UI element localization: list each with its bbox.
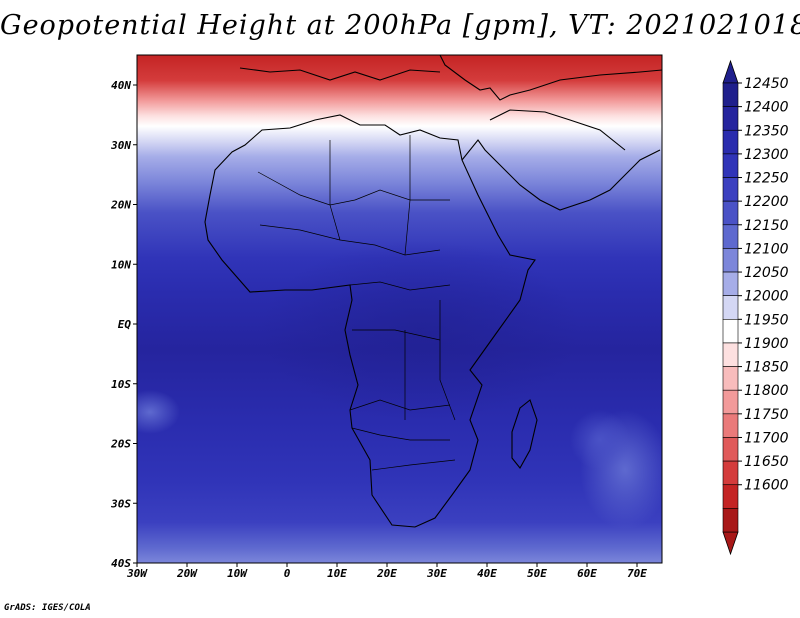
colorbar-label: 12200: [744, 194, 789, 210]
y-axis: 40N 30N 20N 10N EQ 10S 20S 30S 40S: [110, 79, 137, 570]
y-tick-label: 30N: [110, 139, 131, 152]
x-axis: 30W 20W 10W 0 10E 20E 30E 40E 50E 60E 70E: [126, 563, 647, 580]
colorbar-label: 11600: [744, 478, 789, 494]
colorbar-label: 12250: [744, 171, 789, 187]
colorbar-swatch: [722, 200, 739, 226]
colorbar-label: 11650: [744, 454, 789, 470]
map-frame: [136, 54, 663, 564]
x-tick-label: 60E: [577, 567, 597, 580]
colorbar-arrow-bottom: [722, 531, 739, 556]
colorbar-label: 11850: [744, 360, 789, 376]
colorbar-swatch: [722, 106, 739, 131]
y-tick-label: 30S: [110, 497, 131, 510]
colorbar-swatch: [722, 342, 739, 367]
colorbar-swatch: [722, 437, 739, 462]
x-tick-label: 30W: [126, 567, 148, 580]
colorbar-label: 12100: [744, 241, 789, 257]
colorbar-label: 12050: [744, 265, 789, 281]
y-tick-label: 10N: [111, 258, 131, 271]
colorbar-swatch: [722, 129, 739, 155]
colorbar: 12450 12400 12350 12300 12250 12200 12150 12100…: [722, 59, 789, 556]
x-tick-label: 0: [284, 567, 291, 580]
grads-credit: GrADS: IGES/COLA: [4, 603, 91, 613]
colorbar-label: 12150: [744, 218, 789, 234]
colorbar-arrow-top: [722, 59, 739, 84]
colorbar-label: 11900: [744, 336, 789, 352]
country-borders: [257, 135, 456, 471]
coastlines: [204, 55, 662, 528]
colorbar-swatch: [722, 295, 739, 320]
colorbar-label: 11950: [744, 312, 789, 328]
y-tick-label: 10S: [111, 378, 131, 391]
height-field: [137, 55, 662, 563]
colorbar-label: 11800: [744, 383, 789, 399]
x-tick-label: 20E: [376, 567, 397, 580]
x-tick-label: 30E: [426, 567, 447, 580]
y-tick-label: 40N: [111, 79, 131, 92]
colorbar-swatch: [722, 82, 739, 107]
colorbar-swatch: [722, 484, 739, 509]
colorbar-swatch: [722, 389, 739, 415]
y-tick-label: EQ: [118, 318, 132, 331]
colorbar-swatch: [722, 177, 739, 202]
chart-title: Geopotential Height at 200hPa [gpm], VT:…: [0, 10, 800, 41]
x-tick-label: 20W: [176, 567, 198, 580]
colorbar-swatch: [722, 271, 739, 296]
colorbar-label: 11750: [744, 407, 789, 423]
colorbar-swatch: [722, 413, 739, 438]
x-tick-label: 10W: [227, 567, 248, 580]
colorbar-swatch: [722, 508, 739, 533]
colorbar-label: 12300: [744, 147, 789, 163]
colorbar-label: 11700: [744, 430, 789, 446]
colorbar-swatch: [722, 153, 739, 178]
x-tick-label: 40E: [477, 567, 497, 580]
colorbar-swatch: [722, 460, 739, 486]
y-tick-label: 20S: [110, 438, 131, 451]
y-tick-label: 20N: [110, 199, 131, 212]
colorbar-label: 12400: [744, 100, 789, 116]
colorbar-label: 12350: [744, 123, 789, 139]
x-tick-label: 10E: [327, 567, 347, 580]
x-tick-label: 70E: [627, 567, 647, 580]
y-tick-label: 40S: [111, 557, 131, 570]
colorbar-swatch: [722, 248, 739, 273]
x-tick-label: 50E: [527, 567, 547, 580]
colorbar-swatch: [722, 224, 739, 249]
colorbar-label: 12000: [744, 289, 789, 305]
colorbar-label: 12450: [744, 76, 789, 92]
colorbar-swatch: [722, 319, 739, 344]
colorbar-swatch: [722, 366, 739, 391]
